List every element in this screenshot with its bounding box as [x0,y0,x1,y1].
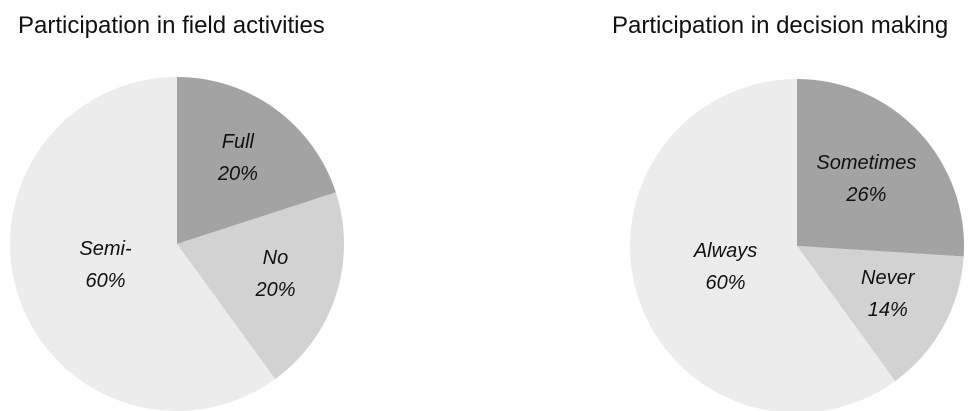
pie-slice-no [177,192,345,380]
pie-slice-always [630,79,896,411]
slice-label-sometimes: Sometimes [816,152,916,174]
pie-slice-sometimes [797,79,964,257]
slice-value-full: 20% [217,163,258,185]
chart-title-field-activities: Participation in field activities [18,12,325,39]
slice-value-sometimes: 26% [845,184,886,206]
slice-label-no: No [263,247,289,269]
slice-label-never: Never [861,267,916,289]
pie-slice-full [177,77,336,244]
slice-label-semi: Semi- [79,238,132,260]
chart-title-decision-making: Participation in decision making [612,12,949,39]
slice-value-never: 14% [868,299,908,321]
pie-slice-never [797,246,964,382]
pie-slice-semi [9,77,276,411]
slice-label-full: Full [222,131,255,153]
slice-value-no: 20% [254,279,295,301]
slice-value-always: 60% [706,272,746,294]
slice-value-semi: 60% [86,270,126,292]
slice-label-always: Always [693,240,757,262]
